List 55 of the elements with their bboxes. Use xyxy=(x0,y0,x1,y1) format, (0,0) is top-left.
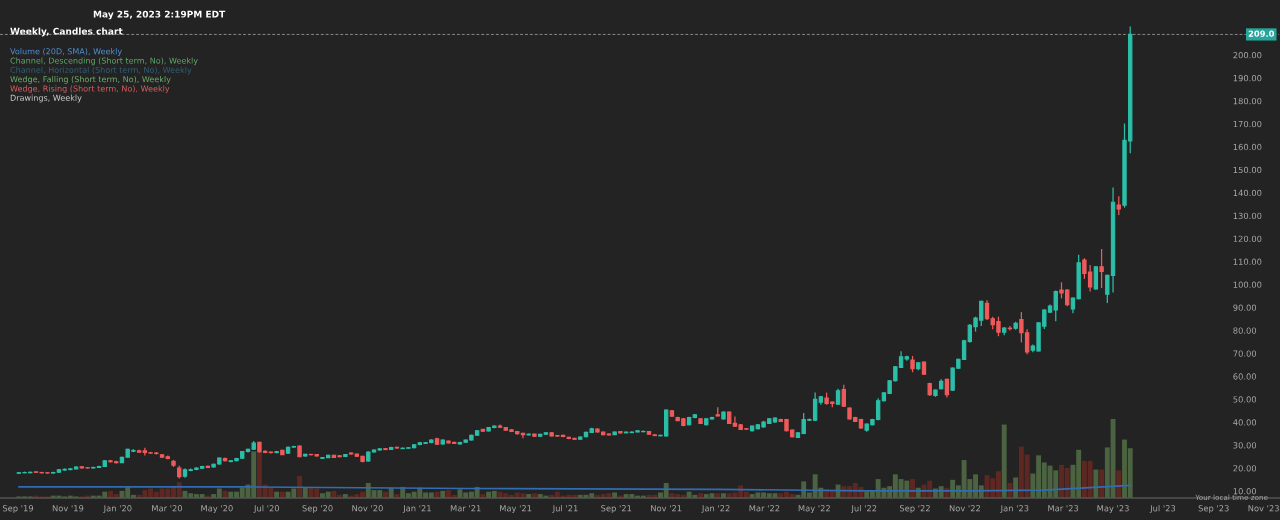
x-tick-label: Mar '21 xyxy=(450,505,481,512)
x-tick-label: Nov '21 xyxy=(651,505,682,512)
y-tick-label: 160.00 xyxy=(1233,143,1262,151)
y-tick-label: 20.00 xyxy=(1233,465,1257,472)
x-tick-label: Jul '23 xyxy=(1149,504,1176,513)
x-tick-label: Jul '20 xyxy=(253,504,280,513)
x-tick-label: Nov '23 xyxy=(1248,505,1279,512)
annotation: Drawings, Weekly xyxy=(10,94,82,103)
y-tick-label: 70.00 xyxy=(1233,350,1257,357)
x-tick-label: Sep '23 xyxy=(1198,505,1229,514)
x-tick-label: May '22 xyxy=(798,505,830,514)
x-tick-label: Nov '22 xyxy=(949,505,980,512)
x-tick-label: Mar '20 xyxy=(152,505,183,512)
annotation: Channel, Horizontal (Short term, No), Weekly xyxy=(10,66,192,75)
x-tick-label: Jan '23 xyxy=(1000,505,1029,513)
x-tick-label: Jul '21 xyxy=(552,504,578,513)
y-tick-label: 60.00 xyxy=(1233,373,1257,380)
x-tick-label: Sep '21 xyxy=(601,505,632,514)
y-tick-label: 50.00 xyxy=(1233,396,1257,403)
x-tick-label: Jan '20 xyxy=(103,505,132,513)
x-tick-label: May '21 xyxy=(500,505,532,514)
annotation: Wedge, Falling (Short term, No), Weekly xyxy=(10,76,171,84)
x-tick-label: May '23 xyxy=(1097,505,1129,514)
y-tick-label: 40.00 xyxy=(1233,419,1257,426)
y-tick-label: 180.00 xyxy=(1233,97,1262,105)
x-tick-label: Sep '20 xyxy=(302,505,333,514)
x-tick-label: Nov '20 xyxy=(352,505,383,512)
x-tick-label: Nov '19 xyxy=(52,505,84,512)
y-tick-label: 200.00 xyxy=(1233,52,1262,59)
annotation: Channel, Descending (Short term, No), Weekly xyxy=(10,57,198,66)
x-tick-label: Jan '22 xyxy=(701,505,730,513)
y-tick-label: 170.00 xyxy=(1233,120,1262,128)
y-tick-label: 190.00 xyxy=(1233,75,1262,82)
x-tick-label: May '20 xyxy=(201,505,233,514)
x-tick-label: Mar '23 xyxy=(1048,505,1079,512)
y-tick-label: 110.00 xyxy=(1233,258,1262,265)
x-tick-label: Mar '22 xyxy=(749,505,780,512)
x-tick-label: Sep '22 xyxy=(899,505,930,514)
x-tick-label: Jul '22 xyxy=(851,504,877,513)
y-tick-label: 150.00 xyxy=(1233,166,1262,174)
y-tick-label: 130.00 xyxy=(1233,212,1262,220)
text: Weekly, Candles chart xyxy=(10,27,123,37)
y-tick-label: 90.00 xyxy=(1233,304,1257,311)
y-tick-label: 30.00 xyxy=(1233,442,1257,449)
annotation: Wedge, Rising (Short term, No), Weekly xyxy=(10,85,170,94)
y-tick-label: 100.00 xyxy=(1233,281,1262,288)
y-tick-label: 140.00 xyxy=(1233,189,1262,197)
y-tick-label: 120.00 xyxy=(1233,235,1262,242)
text: May 25, 2023 2:19PM EDT xyxy=(93,10,226,20)
y-tick-label: 80.00 xyxy=(1233,327,1257,334)
y-tick-label: 10.00 xyxy=(1233,488,1257,495)
x-tick-label: Sep '19 xyxy=(2,505,34,514)
x-tick-label: Jan '21 xyxy=(402,505,431,513)
ref-line-label: 209.0 xyxy=(1248,30,1275,37)
annotation: Volume (20D, SMA), Weekly xyxy=(10,48,122,56)
